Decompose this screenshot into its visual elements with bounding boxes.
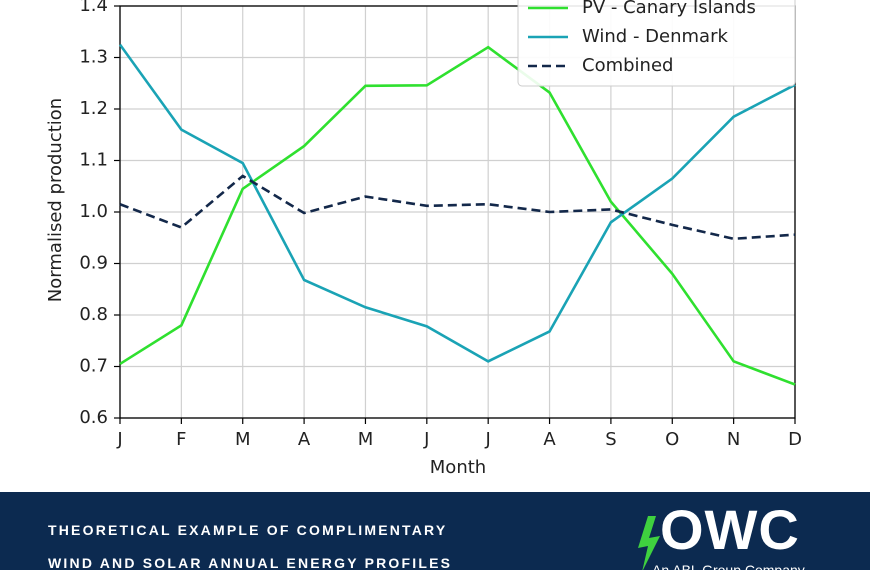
logo-bolt (638, 516, 660, 570)
x-tick-label: S (605, 429, 616, 450)
x-tick-label: F (176, 429, 186, 450)
x-tick-label: M (358, 429, 374, 450)
caption-line: THEORETICAL EXAMPLE OF COMPLIMENTARY (48, 522, 448, 538)
y-tick-label: 0.9 (79, 253, 108, 274)
y-tick-label: 0.8 (79, 304, 108, 325)
y-tick-label: 1.1 (79, 150, 108, 171)
x-tick-label: M (235, 429, 251, 450)
y-tick-label: 1.4 (79, 0, 108, 16)
legend-box (517, 0, 796, 87)
legend-label: Wind - Denmark (582, 26, 728, 47)
y-tick-label: 1.0 (79, 201, 108, 222)
x-tick-label: N (727, 429, 740, 450)
chart: Month Normalised production 0.6 0.7 0.8 0.9… (45, 0, 802, 478)
x-tick-label: D (788, 429, 802, 450)
x-tick-label: J (116, 429, 122, 450)
y-tick-label: 1.3 (79, 47, 108, 68)
legend-label: PV - Canary Islands (582, 0, 756, 18)
logo: OWC (660, 498, 800, 561)
series-line (119, 174, 796, 241)
plot-frame (119, 5, 796, 419)
legend-label: Combined (582, 55, 673, 76)
x-tick-label: O (665, 429, 679, 450)
x-tick-label: A (298, 429, 311, 450)
x-tick-label: A (543, 429, 556, 450)
y-axis-label: Normalised production (45, 98, 66, 302)
y-tick-label: 1.2 (79, 98, 108, 119)
y-tick-label: 0.6 (79, 407, 108, 428)
series-line (118, 43, 796, 363)
y-tick-label: 0.7 (79, 356, 108, 377)
logo-tagline: An ABL Group Company (652, 562, 805, 570)
x-tick-label: J (485, 429, 491, 450)
caption-line: WIND AND SOLAR ANNUAL ENERGY PROFILES (48, 555, 453, 570)
series-line (119, 45, 796, 386)
x-tick-label: J (423, 429, 429, 450)
footer: THEORETICAL EXAMPLE OF COMPLIMENTARY WIN… (0, 492, 870, 570)
x-axis-label: Month (430, 457, 486, 478)
